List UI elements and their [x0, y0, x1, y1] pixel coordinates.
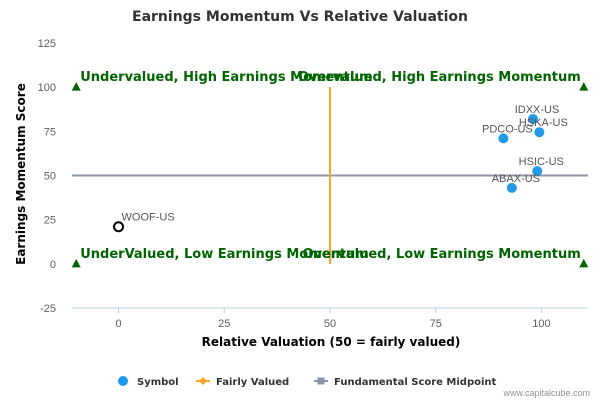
data-point	[506, 182, 517, 193]
y-tick-label: 100	[38, 82, 56, 94]
plot-area: 0 25 50 75 100 -25 0 25 50 75 100 125 Undervalued, H…	[38, 38, 589, 330]
data-point	[534, 127, 545, 138]
data-point	[113, 221, 125, 233]
y-axis-label: Earnings Momentum Score	[14, 83, 28, 265]
data-point-label: HSIC-US	[519, 156, 564, 168]
quadrant-marker-icon	[579, 258, 589, 268]
data-point	[532, 166, 543, 177]
y-tick-label: 125	[38, 38, 56, 50]
x-tick-label: 100	[532, 318, 550, 330]
credit-text: www.capitalcube.com	[502, 388, 590, 398]
legend-label: Fairly Valued	[216, 377, 289, 388]
legend-square-icon	[317, 377, 325, 385]
data-point-label: WOOF-US	[122, 212, 175, 224]
y-tick-label: 75	[44, 126, 56, 138]
y-tick-label: -25	[40, 303, 56, 315]
x-tick-label: 0	[115, 318, 121, 330]
legend-diamond-icon	[199, 377, 207, 385]
y-tick-label: 50	[44, 171, 56, 183]
x-tick-label: 50	[324, 318, 336, 330]
y-tick-label: 0	[50, 259, 56, 271]
legend: Symbol Fairly Valued Fundamental Score Mid…	[118, 376, 497, 388]
y-tick-label: 25	[44, 215, 56, 227]
quadrant-marker-icon	[579, 82, 589, 91]
data-point-label: ABAX-US	[492, 173, 540, 185]
chart-title: Earnings Momentum Vs Relative Valuation	[132, 9, 468, 25]
x-tick-label: 75	[430, 318, 442, 330]
quadrant-annotation: Undervalued, High Earnings Momentum	[80, 70, 372, 85]
x-tick-label: 25	[218, 318, 230, 330]
legend-label: Symbol	[137, 377, 179, 388]
x-axis-label: Relative Valuation (50 = fairly valued)	[202, 335, 461, 349]
legend-label: Fundamental Score Midpoint	[334, 377, 497, 388]
data-point-label: IDXX-US	[515, 104, 560, 116]
data-point-label: HSKA-US	[519, 117, 568, 129]
quadrant-annotation: Overvalued, High Earnings Momentum	[298, 70, 581, 85]
quadrant-annotation: Overvalued, Low Earnings Momentum	[303, 247, 581, 262]
data-point	[498, 133, 509, 144]
quadrant-marker-icon	[71, 82, 81, 91]
quadrant-annotation: UnderValued, Low Earnings Momentum	[80, 247, 369, 262]
data-point	[528, 113, 539, 124]
legend-symbol-icon	[118, 376, 128, 386]
data-point-label: PDCO-US	[482, 123, 533, 135]
quadrant-marker-icon	[71, 258, 81, 268]
